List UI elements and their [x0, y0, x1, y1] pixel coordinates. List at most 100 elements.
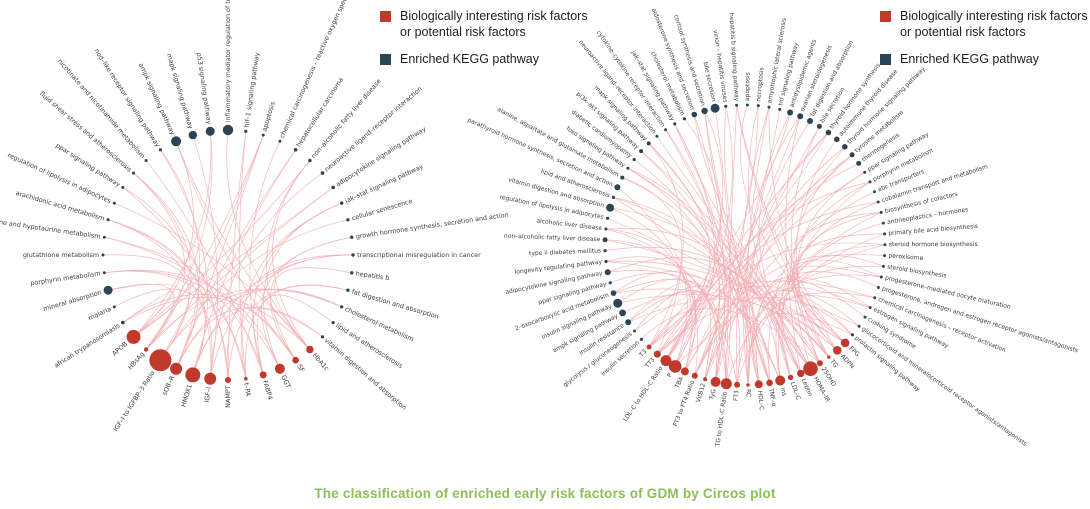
pathway-node — [188, 130, 197, 140]
node-label: IGF–I — [203, 386, 213, 403]
link-curve — [209, 172, 323, 379]
link-curve — [104, 270, 247, 379]
link-curve — [785, 116, 802, 374]
pathway-node — [602, 237, 608, 243]
pathway-node — [632, 157, 636, 162]
node-label: p53 signaling pathway — [195, 52, 213, 125]
node-label: inflammatory mediator regulation of trp … — [224, 0, 232, 122]
node-label: necroptosis — [755, 67, 765, 102]
kegg-legend-text: Enriched KEGG pathway — [400, 52, 539, 66]
node-label: steroid hormone biosynthesis — [889, 241, 978, 248]
link-curve — [133, 172, 192, 361]
pathway-node — [787, 109, 794, 116]
pathway-node — [331, 321, 335, 325]
risk-factor-node — [653, 350, 661, 358]
risk-factor-node — [259, 371, 267, 379]
risk-legend-text: Biologically interesting risk factors or… — [900, 9, 1088, 39]
link-curve — [133, 172, 200, 369]
pathway-node — [606, 216, 610, 220]
link-curve — [272, 160, 311, 350]
pathway-node — [112, 201, 116, 205]
link-curve — [226, 254, 354, 381]
link-curve — [641, 308, 821, 364]
figure-caption: The classification of enriched early ris… — [314, 486, 776, 501]
risk-factor-node — [660, 355, 672, 367]
pathway-node — [863, 315, 867, 319]
risk-factor-node — [766, 379, 773, 387]
link-curve — [245, 284, 348, 379]
pathway-node — [682, 117, 687, 121]
link-curve — [160, 149, 200, 369]
link-curve — [122, 290, 175, 338]
risk-factor-node — [646, 344, 652, 350]
risk-factor-node — [746, 383, 750, 387]
link-curve — [133, 141, 194, 338]
node-label: Ins — [779, 387, 788, 397]
pathway-node — [144, 159, 148, 162]
pathway-node — [626, 166, 630, 170]
link-curve — [617, 278, 718, 382]
pathway-node — [834, 136, 840, 143]
link-curve — [779, 294, 871, 369]
pathway-node — [244, 129, 248, 133]
link-curve — [175, 141, 296, 361]
node-label: LDL–C to HDL–C Ratio — [622, 365, 665, 423]
link-curve — [790, 126, 820, 369]
link-curve — [758, 116, 811, 369]
link-curve — [209, 254, 354, 379]
legend-right: Biologically interesting risk factors or… — [880, 8, 1090, 78]
link-curve — [122, 187, 247, 379]
pathway-node — [346, 218, 350, 222]
pathway-node — [849, 152, 855, 158]
pathway-node — [340, 305, 344, 309]
risk-factor-node — [797, 369, 805, 378]
risk-factor-node — [149, 349, 172, 372]
pathway-node — [308, 158, 312, 163]
link-curve — [777, 244, 886, 378]
pathway-node — [710, 103, 720, 113]
pathway-node — [868, 306, 872, 310]
link-curve — [114, 288, 213, 379]
link-curve — [122, 294, 311, 350]
pathway-node — [604, 269, 611, 276]
pathway-node — [604, 227, 608, 231]
link-curve — [175, 288, 342, 369]
risk-factor-node — [170, 362, 183, 375]
link-curve — [107, 219, 229, 381]
pathway-node — [873, 296, 877, 300]
link-curve — [605, 239, 738, 385]
link-curve — [693, 114, 830, 358]
node-label: TNF–α — [767, 387, 777, 408]
pathway-node — [756, 104, 760, 108]
link-curve — [274, 267, 352, 350]
pathway-node — [691, 111, 698, 118]
pathway-node — [121, 320, 125, 325]
link-curve — [771, 287, 871, 374]
node-label: apoptosis — [260, 100, 277, 132]
risk-factor-node — [754, 380, 763, 389]
node-label: glutathione metabolism — [23, 251, 99, 259]
node-label: ADPN — [839, 353, 855, 370]
node-label: FPG — [847, 345, 861, 358]
pathway-node — [604, 259, 608, 264]
node-label: growth hormone synthesis, secretion and … — [355, 211, 509, 241]
pathway-node — [673, 122, 677, 126]
risk-factor-node — [816, 360, 823, 367]
pathway-node — [639, 337, 644, 341]
link-curve — [736, 105, 838, 351]
pathway-node — [606, 203, 615, 212]
risk-factor-node — [668, 360, 682, 373]
link-curve — [736, 274, 882, 385]
pathway-node — [614, 184, 621, 191]
link-curve — [665, 118, 721, 361]
link-curve — [192, 149, 296, 375]
node-label: hif–1 signaling pathway — [242, 52, 261, 128]
link-curve — [133, 131, 212, 338]
link-curve — [114, 202, 311, 350]
link-curve — [256, 294, 334, 375]
node-label: Leptin — [800, 378, 814, 398]
legend-risk-entry: Biologically interesting risk factors or… — [880, 8, 1090, 40]
pathway-node — [883, 232, 887, 236]
link-curve — [613, 279, 695, 361]
node-label: FABP4 — [261, 379, 274, 400]
